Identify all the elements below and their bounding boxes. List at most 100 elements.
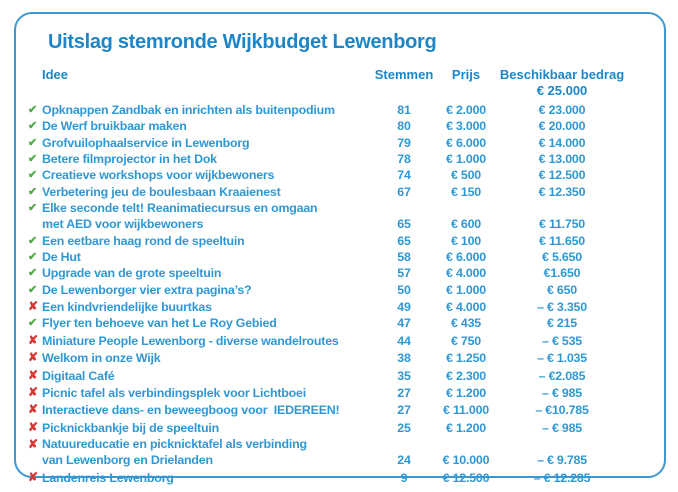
available-value: € 23.000 [538,103,586,117]
table-row: Picknickbankje bij de speeltuin 25 € 1.2… [28,419,646,436]
available-value: € 13.000 [538,152,586,167]
page-title: Uitslag stemronde Wijkbudget Lewenborg [48,31,437,53]
cross-icon [28,384,42,401]
idea-label: Een kindvriendelijke buurtkas [42,300,212,315]
votes-value: 80 [397,119,411,134]
check-icon [28,233,42,249]
idea-label: Miniature People Lewenborg - diverse wan… [42,333,339,348]
idea-label: Betere filmprojector in het Dok [42,152,217,167]
votes-value: 25 [397,420,411,435]
available-value: – € 535 [542,333,582,348]
idea-label: Digitaal Café [42,368,115,383]
table-row: Miniature People Lewenborg - diverse wan… [28,332,646,349]
price-value: € 11.000 [443,403,489,418]
price-value: € 6.000 [446,135,486,150]
available-value: € 12.350 [538,184,586,199]
votes-value: 58 [397,250,411,265]
price-value: € 2.000 [446,103,486,117]
price-value: € 4.000 [446,300,486,315]
table-row: Een eetbare haag rond de speeltuin 65 € … [28,233,646,249]
price-value: € 1.250 [446,351,486,366]
votes-value: 50 [397,282,411,297]
cross-icon [28,469,42,486]
votes-value: 67 [397,184,411,199]
idea-label: Landenreis Lewenborg [42,470,174,485]
available-value: €1.650 [543,266,581,281]
price-value: € 435 [450,316,481,331]
table-row: Picnic tafel als verbindingsplek voor Li… [28,384,646,401]
idea-label: Picnic tafel als verbindingsplek voor Li… [42,385,306,400]
votes-value: 38 [397,351,411,366]
check-icon [28,200,42,216]
table-row: Creatieve workshops voor wijkbewoners 74… [28,167,646,183]
idea-label: De Hut [42,250,81,265]
available-value: € 650 [546,282,577,297]
results-card: Uitslag stemronde Wijkbudget Lewenborg I… [14,12,666,485]
check-icon [28,249,42,265]
price-value: € 2.300 [446,368,486,383]
table-row: Een kindvriendelijke buurtkas 49 € 4.000… [28,298,646,315]
idea-label: Grofvuilophaalservice in Lewenborg [42,135,250,150]
price-value: € 10.000 [442,453,490,468]
table-row: Welkom in onze Wijk 38 € 1.250 – € 1.035 [28,349,646,366]
cross-icon [28,349,42,366]
votes-value: 44 [397,333,411,348]
table-row: De Lewenborger vier extra pagina’s? 50 €… [28,282,646,298]
available-value: – € 9.785 [537,453,587,468]
idea-label: Creatieve workshops voor wijkbewoners [42,168,275,183]
available-value: € 5.650 [542,250,582,265]
price-value: € 150 [450,184,481,199]
available-value: – € 985 [542,385,582,400]
available-value: – € 985 [542,420,582,435]
starting-budget-value: € 25.000 [536,83,588,98]
price-value: € 100 [450,233,481,248]
available-value: – €2.085 [538,368,586,383]
check-icon [28,102,42,118]
idea-label: Een eetbare haag rond de speeltuin [42,233,245,248]
column-header-idee: Idee [42,67,69,82]
cross-icon [28,367,42,384]
idea-label: De Werf bruikbaar maken [42,119,187,134]
price-value: € 1.200 [446,385,486,400]
check-icon [28,282,42,298]
available-value: € 14.000 [538,135,586,150]
price-value: € 750 [450,333,481,348]
check-icon [28,315,42,331]
table-row: Grofvuilophaalservice in Lewenborg 79 € … [28,135,646,151]
check-icon [28,118,42,134]
available-value: € 11.750 [539,217,585,232]
table-row: Upgrade van de grote speeltuin 57 € 4.00… [28,265,646,281]
check-icon [28,265,42,281]
available-value: – € 1.035 [537,351,587,366]
price-value: € 500 [450,168,481,183]
votes-value: 79 [397,135,411,150]
idea-label: Flyer ten behoeve van het Le Roy Gebied [42,316,277,331]
price-value: € 1.000 [446,152,486,167]
votes-value: 81 [397,103,411,117]
table-row: Interactieve dans- en beweegboog voor IE… [28,401,646,418]
table-row: Landenreis Lewenborg 9 € 12.500 – € 12.2… [28,469,646,486]
votes-value: 47 [397,316,411,331]
votes-value: 35 [397,368,411,383]
column-header-beschikbaar: Beschikbaar bedrag [499,67,625,82]
price-value: € 6.000 [446,250,486,265]
votes-value: 49 [397,300,411,315]
cross-icon [28,332,42,349]
starting-budget-row: € 25.000 [28,83,646,99]
votes-value: 74 [397,168,411,183]
votes-value: 27 [397,385,411,400]
check-icon [28,135,42,151]
table-row: De Hut 58 € 6.000 € 5.650 [28,249,646,265]
cross-icon [28,436,42,453]
table-row: Natuureducatie en picknicktafel als verb… [28,436,646,469]
idea-label: Upgrade van de grote speeltuin [42,266,222,281]
price-value: € 4.000 [446,266,486,281]
idea-label: Natuureducatie en picknicktafel als verb… [42,436,307,468]
votes-value: 24 [397,453,411,468]
available-value: € 12.500 [538,168,586,183]
available-value: – € 12.285 [533,470,591,485]
price-value: € 600 [450,217,481,232]
idea-label: Opknappen Zandbak en inrichten als buite… [42,103,335,117]
column-header-stemmen: Stemmen [374,67,434,82]
